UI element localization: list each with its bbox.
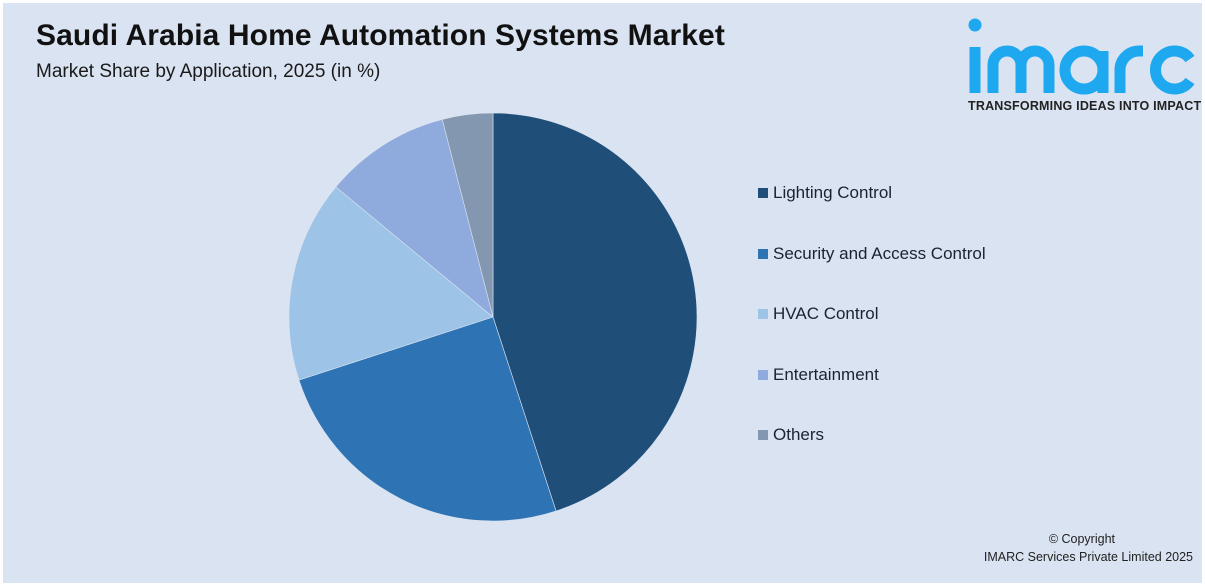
chart-subtitle: Market Share by Application, 2025 (in %): [36, 61, 381, 82]
chart-frame: Saudi Arabia Home Automation Systems Mar…: [3, 3, 1202, 583]
pie-slice-security-and-access-control: [298, 316, 557, 522]
legend-item-hvac-control: HVAC Control: [758, 302, 879, 326]
logo-tagline: TRANSFORMING IDEAS INTO IMPACT: [968, 99, 1202, 113]
legend-label: Lighting Control: [773, 183, 893, 202]
imarc-logo: TRANSFORMING IDEAS INTO IMPACT: [963, 15, 1202, 115]
legend-label: Entertainment: [773, 364, 879, 384]
legend-label: Security and Access Control: [773, 243, 986, 263]
legend-label: HVAC Control: [773, 304, 879, 323]
legend-swatch-icon: [758, 309, 768, 319]
copyright-notice: © Copyright IMARC Services Private Limit…: [943, 530, 1193, 566]
legend-label: Others: [773, 425, 825, 444]
legend-swatch-icon: [758, 369, 768, 380]
copyright-line-2: IMARC Services Private Limited 2025: [983, 550, 1193, 564]
pie-slice-lighting-control: [492, 112, 698, 512]
imarc-wordmark-icon: [968, 18, 1195, 95]
chart-title: Saudi Arabia Home Automation Systems Mar…: [36, 19, 725, 52]
pie-slice-entertainment: [335, 119, 494, 318]
copyright-line-1: © Copyright: [1048, 532, 1115, 546]
legend-swatch-icon: [758, 188, 768, 198]
legend-item-entertainment: Entertainment: [758, 363, 879, 387]
pie-chart: [288, 112, 698, 522]
legend-swatch-icon: [758, 248, 768, 259]
pie-slice-others: [441, 112, 494, 318]
legend-item-others: Others: [758, 423, 824, 447]
legend-item-security-and-access-control: Security and Access Control: [758, 242, 986, 266]
pie-slice-hvac-control: [288, 186, 494, 381]
legend-swatch-icon: [758, 430, 768, 440]
legend-item-lighting-control: Lighting Control: [758, 181, 892, 205]
